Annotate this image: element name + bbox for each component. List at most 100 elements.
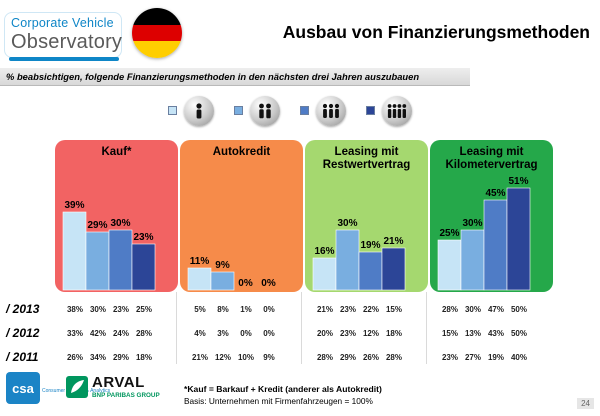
table-cell: 20% xyxy=(316,329,333,338)
bar-value-label: 0% xyxy=(238,278,253,289)
table-cell: 18% xyxy=(385,329,402,338)
flag-stripe-red xyxy=(132,24,182,42)
table-cell: 33% xyxy=(66,329,83,338)
csa-logo: csa xyxy=(6,372,40,404)
bar xyxy=(483,199,508,291)
arval-logo-subtext: BNP PARIBAS GROUP xyxy=(92,392,160,399)
cvo-logo: Corporate Vehicle Observatory xyxy=(4,12,122,61)
table-cell: 47% xyxy=(487,305,504,314)
logo-line1: Corporate Vehicle xyxy=(11,16,114,30)
bar xyxy=(85,231,110,291)
bar-value-label: 29% xyxy=(87,220,107,231)
table-cell: 30% xyxy=(89,305,106,314)
table-cell: 21% xyxy=(316,305,333,314)
table-cell: 4% xyxy=(194,329,206,338)
bar xyxy=(131,243,156,291)
table-cell: 29% xyxy=(339,353,356,362)
table-cell: 27% xyxy=(464,353,481,362)
bar xyxy=(335,229,360,291)
row-label-2013: / 2013 xyxy=(6,302,40,316)
table-cell: 15% xyxy=(441,329,458,338)
person-4-icon xyxy=(382,96,412,126)
panel-autokredit xyxy=(180,140,303,292)
bar-value-label: 51% xyxy=(508,176,528,187)
table-cell: 34% xyxy=(89,353,106,362)
table-divider xyxy=(426,292,427,364)
table-cell: 5% xyxy=(194,305,206,314)
table-cell: 42% xyxy=(89,329,106,338)
bar xyxy=(108,229,133,291)
germany-flag-icon xyxy=(132,8,182,58)
table-cell: 30% xyxy=(464,305,481,314)
table-cell: 9% xyxy=(263,353,275,362)
table-cell: 26% xyxy=(362,353,379,362)
bar-value-label: 45% xyxy=(485,188,505,199)
table-cell: 15% xyxy=(385,305,402,314)
bar xyxy=(62,211,87,291)
table-cell: 12% xyxy=(214,353,231,362)
bar xyxy=(437,239,462,291)
person-2-icon xyxy=(250,96,280,126)
flag-stripe-gold xyxy=(132,41,182,58)
table-cell: 0% xyxy=(240,329,252,338)
table-cell: 50% xyxy=(510,329,527,338)
legend-swatch-2 xyxy=(234,106,243,115)
row-label-2011: / 2011 xyxy=(6,350,39,364)
bar xyxy=(506,187,531,291)
legend-swatch-4 xyxy=(366,106,375,115)
flag-stripe-black xyxy=(132,8,182,25)
table-cell: 28% xyxy=(441,305,458,314)
person-1-icon xyxy=(184,96,214,126)
table-cell: 25% xyxy=(135,305,152,314)
table-cell: 0% xyxy=(263,305,275,314)
table-cell: 40% xyxy=(510,353,527,362)
table-cell: 26% xyxy=(66,353,83,362)
bar-value-label: 19% xyxy=(360,240,380,251)
bar-value-label: 9% xyxy=(215,260,230,271)
table-cell: 0% xyxy=(263,329,275,338)
category-title-autokredit: Autokredit xyxy=(212,146,271,158)
table-cell: 18% xyxy=(135,353,152,362)
bar xyxy=(358,251,383,291)
bar xyxy=(210,271,235,291)
bar-value-label: 23% xyxy=(133,232,153,243)
bar xyxy=(187,267,212,291)
footnote-kauf: *Kauf = Barkauf + Kredit (anderer als Au… xyxy=(184,384,382,394)
bar-value-label: 16% xyxy=(314,246,334,257)
row-label-2012: / 2012 xyxy=(6,326,40,340)
bar-value-label: 0% xyxy=(261,278,276,289)
table-cell: 29% xyxy=(112,353,129,362)
table-cell: 50% xyxy=(510,305,527,314)
table-cell: 24% xyxy=(112,329,129,338)
page-number: 24 xyxy=(577,398,594,409)
bar-value-label: 30% xyxy=(462,218,482,229)
table-cell: 43% xyxy=(487,329,504,338)
bar-value-label: 39% xyxy=(64,200,84,211)
table-cell: 12% xyxy=(362,329,379,338)
legend-swatch-3 xyxy=(300,106,309,115)
table-cell: 19% xyxy=(487,353,504,362)
table-cell: 38% xyxy=(66,305,83,314)
bar xyxy=(312,257,337,291)
arval-leaf-icon xyxy=(66,376,88,398)
subtitle-bar xyxy=(0,68,470,86)
table-cell: 8% xyxy=(217,305,229,314)
table-cell: 23% xyxy=(339,305,356,314)
category-title-leasing-restwert: Leasing mit Restwertvertrag xyxy=(322,146,411,171)
table-cell: 28% xyxy=(316,353,333,362)
table-cell: 1% xyxy=(240,305,252,314)
table-cell: 13% xyxy=(464,329,481,338)
bar xyxy=(381,247,406,291)
page-title: Ausbau von Finanzierungsmethoden xyxy=(282,22,590,42)
legend xyxy=(168,96,428,126)
category-title-kauf: Kauf* xyxy=(101,146,132,158)
person-3-icon xyxy=(316,96,346,126)
arval-logo: ARVAL xyxy=(92,374,145,391)
bar-value-label: 30% xyxy=(337,218,357,229)
table-divider xyxy=(301,292,302,364)
table-cell: 28% xyxy=(135,329,152,338)
bar-value-label: 11% xyxy=(190,256,210,267)
table-cell: 23% xyxy=(441,353,458,362)
category-title-leasing-kilometer: Leasing mit Kilometervertrag xyxy=(445,146,538,171)
